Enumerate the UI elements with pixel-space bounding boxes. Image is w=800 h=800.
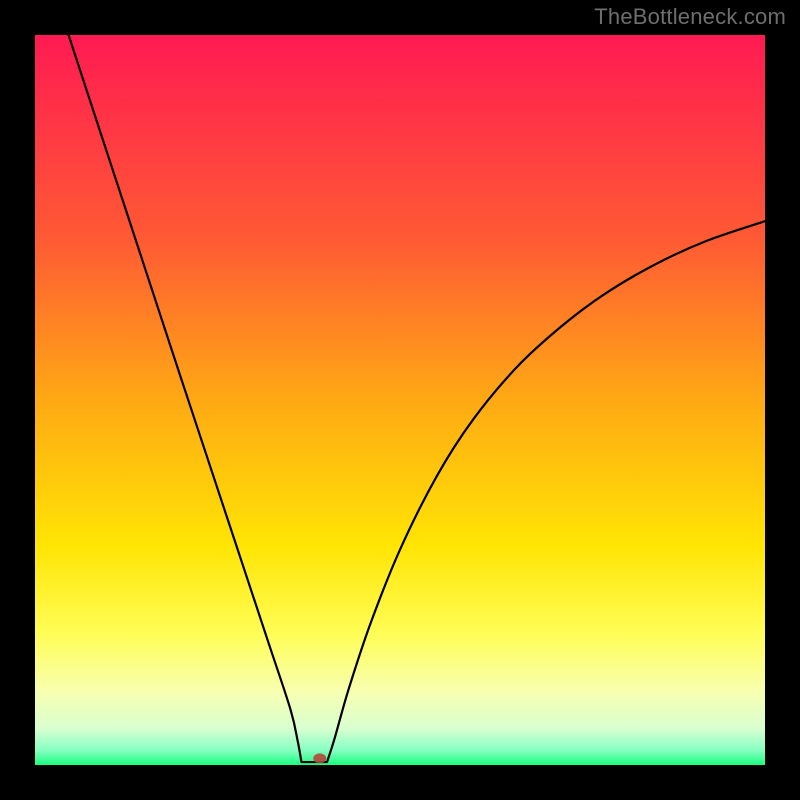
stage: TheBottleneck.com: [0, 0, 800, 800]
optimal-point-marker: [313, 753, 326, 763]
gradient-background: [35, 35, 765, 765]
bottleneck-chart: [0, 0, 800, 800]
plot-area: [35, 35, 765, 765]
watermark-label: TheBottleneck.com: [594, 4, 786, 30]
